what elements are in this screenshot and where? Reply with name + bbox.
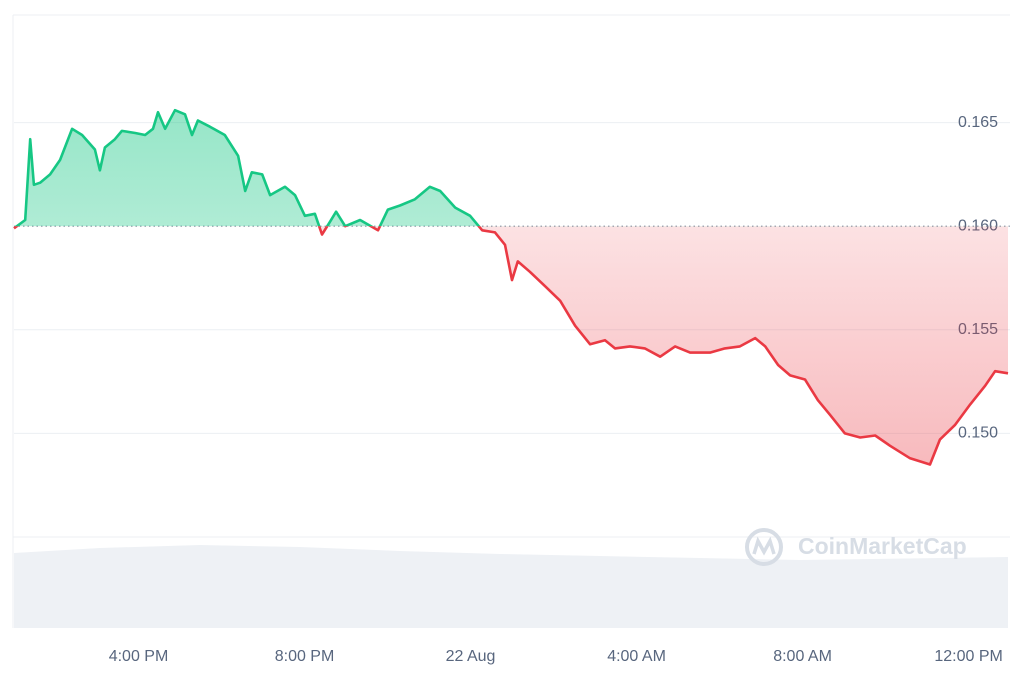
watermark: CoinMarketCap [745, 528, 967, 566]
x-tick-label: 8:00 AM [773, 648, 832, 665]
y-tick-label: 0.150 [958, 425, 998, 442]
x-tick-label: 12:00 PM [934, 648, 1002, 665]
price-line-down [13, 226, 1009, 466]
watermark-logo [745, 528, 783, 566]
y-tick-label: 0.165 [958, 114, 998, 131]
area-up [16, 110, 479, 227]
price-line-up [14, 108, 481, 227]
x-tick-label: 22 Aug [446, 648, 496, 665]
x-tick-label: 4:00 PM [109, 648, 169, 665]
watermark-text: CoinMarketCap [798, 533, 967, 559]
watermark-logo-mark [752, 536, 776, 556]
area-down [14, 226, 1008, 465]
x-tick-label: 8:00 PM [275, 648, 335, 665]
volume-area [14, 545, 1008, 628]
x-tick-label: 4:00 AM [607, 648, 666, 665]
